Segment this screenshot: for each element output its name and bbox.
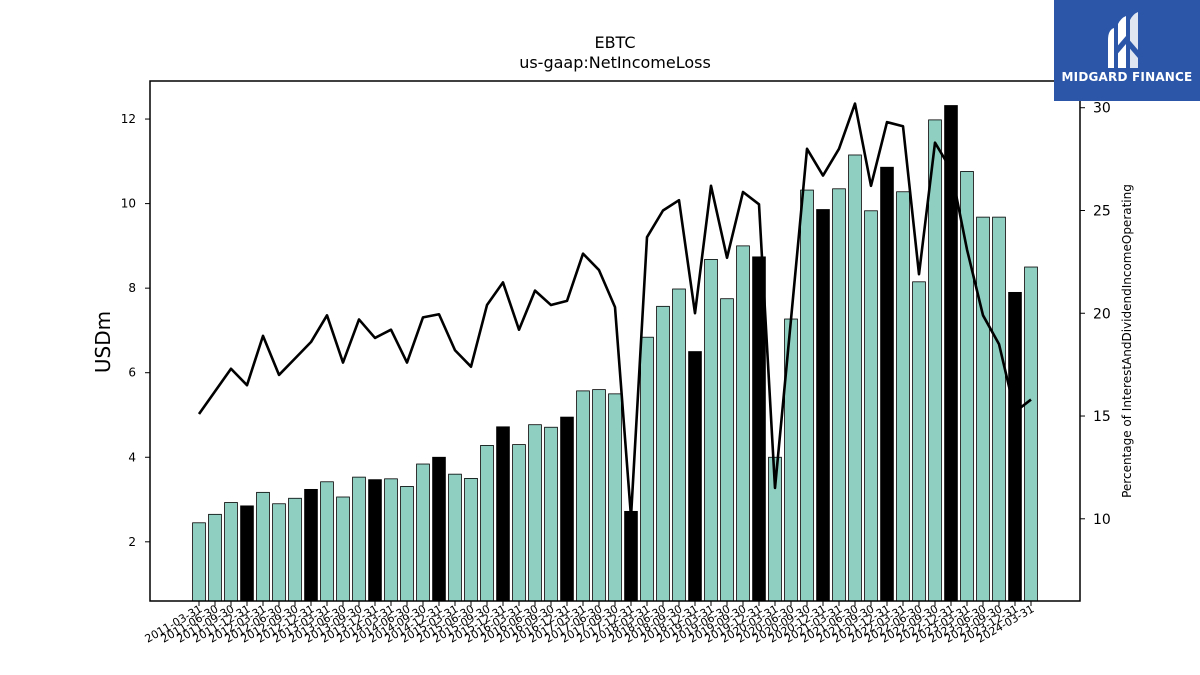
y-tick-label: 8 (128, 281, 136, 295)
bar-2014-12-31 (432, 456, 446, 602)
bar-2016-09-30 (544, 426, 558, 602)
bar-2020-12-31 (816, 209, 830, 602)
bar-2020-09-30 (800, 189, 814, 602)
bar-2013-03-31 (320, 481, 334, 602)
bar-2023-12-31 (1008, 291, 1022, 602)
y2-tick-label: 30 (1093, 101, 1111, 117)
bar-2013-09-30 (352, 476, 366, 602)
y-tick-label: 10 (121, 197, 136, 211)
bar-2014-06-30 (400, 486, 414, 602)
y2-tick-label: 25 (1093, 203, 1111, 219)
bar-2015-06-30 (464, 477, 478, 602)
brand-name: MIDGARD FINANCE (1061, 70, 1193, 84)
bar-2017-06-30 (592, 389, 606, 602)
percentage-line (197, 102, 1032, 519)
bar-2017-09-30 (608, 393, 622, 602)
bar-2015-09-30 (480, 445, 494, 602)
y2-tick-label: 15 (1093, 409, 1111, 425)
bar-2015-12-31 (496, 426, 510, 602)
bar-2011-03-31 (192, 522, 206, 602)
bar-2024-03-31 (1024, 266, 1038, 602)
bar-2021-06-30 (848, 154, 862, 602)
bar-2016-06-30 (528, 424, 542, 602)
bar-2017-12-31 (624, 510, 638, 602)
bar-2019-09-30 (736, 245, 750, 602)
bar-2018-09-30 (672, 288, 686, 602)
bar-2022-06-30 (912, 281, 926, 602)
bar-2014-03-31 (384, 478, 398, 602)
bar-2011-06-30 (208, 513, 222, 602)
bar-2013-06-30 (336, 496, 350, 602)
y-tick-label: 12 (121, 112, 136, 126)
bar-2012-12-31 (304, 488, 318, 602)
y2-tick-label: 10 (1093, 512, 1111, 528)
bar-2014-09-30 (416, 463, 430, 602)
bar-2019-12-31 (752, 256, 766, 602)
bar-2022-09-30 (928, 119, 942, 602)
y-axis-label: USDm (91, 311, 115, 373)
bar-2012-06-30 (272, 503, 286, 602)
y-tick-label: 4 (128, 450, 136, 464)
y-tick-label: 6 (128, 366, 136, 380)
bars-layer (192, 105, 1038, 602)
y-tick-label: 2 (128, 535, 136, 549)
bar-2015-03-31 (448, 473, 462, 602)
chart-title: EBTC (594, 33, 635, 52)
y2-tick-label: 20 (1093, 306, 1111, 322)
bar-2023-09-30 (992, 216, 1006, 602)
bar-2018-12-31 (688, 351, 702, 602)
bar-2019-03-31 (704, 259, 718, 602)
bar-2023-03-31 (960, 171, 974, 602)
axes-layer: 2468101210152025302011-03-312011-06-3020… (121, 80, 1111, 646)
bar-2022-12-31 (944, 105, 958, 602)
chart-subtitle: us-gaap:NetIncomeLoss (519, 53, 711, 72)
bar-2012-09-30 (288, 497, 302, 602)
bar-2011-12-31 (240, 505, 254, 602)
bar-2016-03-31 (512, 444, 526, 602)
bar-2017-03-31 (576, 390, 590, 602)
bar-2016-12-31 (560, 416, 574, 602)
y2-axis-label: Percentage of InterestAndDividendIncomeO… (1120, 184, 1134, 498)
brand-logo: MIDGARD FINANCE (1054, 0, 1200, 101)
bar-2019-06-30 (720, 298, 734, 602)
bar-2018-06-30 (656, 305, 670, 602)
bar-2023-06-30 (976, 216, 990, 602)
midgard-logo-icon (1108, 12, 1138, 68)
bar-2012-03-31 (256, 491, 270, 602)
bar-2011-09-30 (224, 502, 238, 602)
bar-2013-12-31 (368, 479, 382, 602)
line-layer (197, 102, 1032, 519)
bar-2021-09-30 (864, 210, 878, 602)
bar-2021-03-31 (832, 188, 846, 602)
bar-2022-03-31 (896, 191, 910, 602)
bar-2018-03-31 (640, 336, 654, 602)
bar-2021-12-31 (880, 166, 894, 602)
